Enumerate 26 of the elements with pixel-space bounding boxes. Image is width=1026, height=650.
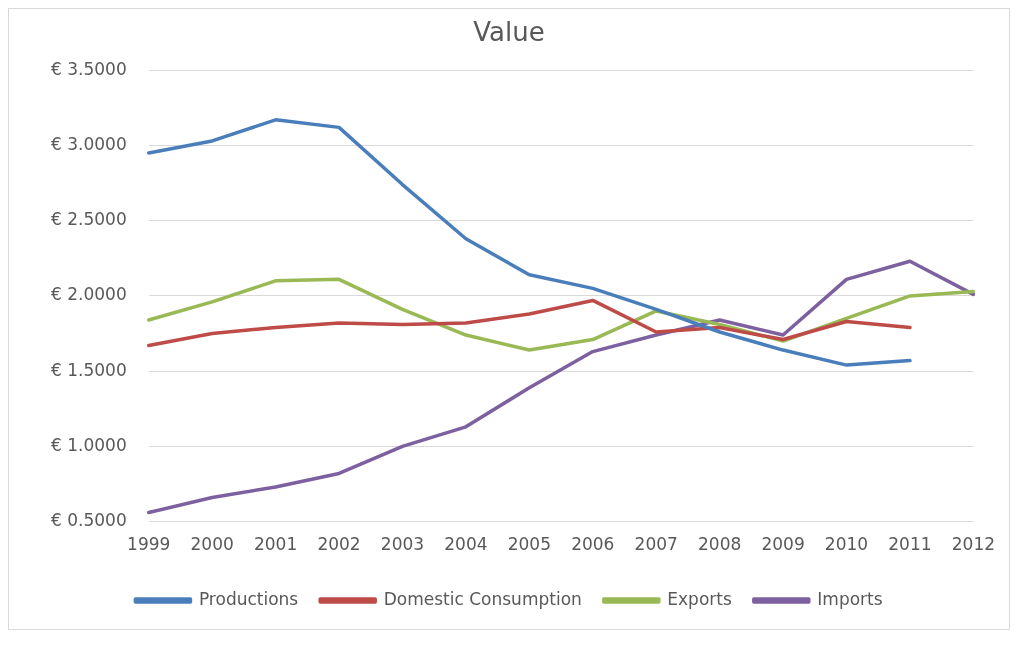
y-tick-label: € 0.5000 bbox=[51, 510, 127, 531]
x-tick-label: 2008 bbox=[697, 534, 742, 555]
y-tick-label: € 1.0000 bbox=[51, 434, 127, 455]
x-tick-label: 2007 bbox=[634, 534, 678, 555]
x-tick-label: 2004 bbox=[444, 534, 488, 555]
chart-title: Value bbox=[473, 17, 545, 48]
x-tick-label: 2003 bbox=[380, 534, 425, 555]
x-tick-label: 2001 bbox=[253, 534, 298, 555]
x-tick-label: 2010 bbox=[824, 534, 869, 555]
x-tick-label: 2005 bbox=[507, 534, 551, 555]
legend-label: Domestic Consumption bbox=[383, 588, 582, 609]
y-tick-label: € 2.0000 bbox=[51, 284, 127, 305]
y-tick-label: € 2.5000 bbox=[51, 209, 127, 230]
x-tick-label: 2012 bbox=[951, 534, 995, 555]
x-tick-label: 2011 bbox=[888, 534, 932, 555]
x-tick-label: 2002 bbox=[317, 534, 361, 555]
y-tick-label: € 3.5000 bbox=[51, 58, 127, 79]
x-tick-label: 2009 bbox=[761, 534, 805, 555]
x-tick-label: 2006 bbox=[571, 534, 615, 555]
legend-label: Exports bbox=[667, 588, 732, 609]
x-tick-label: 2000 bbox=[190, 534, 234, 555]
y-tick-label: € 3.0000 bbox=[51, 133, 127, 154]
y-tick-label: € 1.5000 bbox=[51, 359, 127, 380]
legend-label: Productions bbox=[198, 588, 299, 609]
x-tick-label: 1999 bbox=[127, 534, 171, 555]
legend-label: Imports bbox=[817, 588, 883, 609]
